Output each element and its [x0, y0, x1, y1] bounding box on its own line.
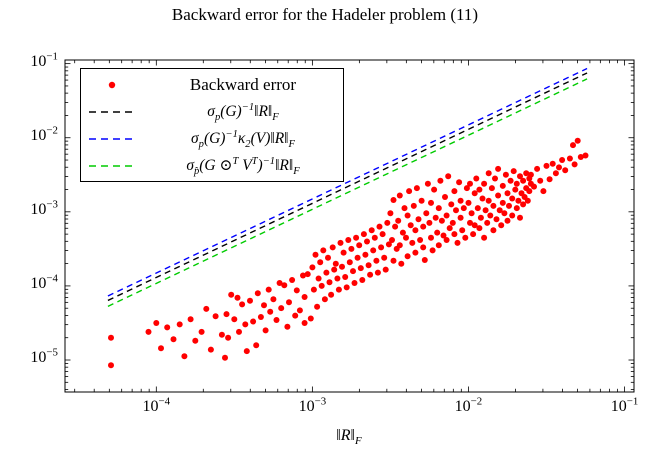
bound-line-3: [107, 78, 588, 307]
axis-ticks: [65, 60, 634, 392]
bound-line-2: [107, 67, 588, 297]
legend-dash-icon: [81, 133, 143, 145]
y-tick-label: 10−2: [30, 124, 58, 144]
chart-title: Backward error for the Hadeler problem (…: [171, 5, 479, 24]
legend-dash-icon: [81, 106, 143, 118]
y-tick-label: 10−5: [30, 346, 58, 366]
legend-box: Backward error σp(G)−1‖R‖F σp(G)−1κ2(V)‖R‖…: [80, 68, 344, 182]
y-tick-label: 10−3: [30, 198, 58, 218]
legend-marker-icon: [81, 79, 143, 91]
legend-label: Backward error: [189, 74, 297, 94]
scatter-points: [108, 137, 589, 369]
bound-lines: [107, 67, 588, 307]
x-tick-label: 10−3: [298, 395, 327, 415]
y-tick-label: 10−4: [30, 272, 58, 292]
x-tick-label: 10−4: [142, 395, 171, 415]
x-axis-label: ‖R‖F: [336, 427, 362, 448]
bound-line-1: [107, 72, 588, 302]
x-tick-label: 10−1: [610, 395, 639, 415]
legend-label: σp̂(G ⊙T VT)−1‖R‖F: [186, 155, 300, 178]
y-tick-label: 10−1: [30, 50, 58, 70]
legend-label: σp(G)−1‖R‖F: [207, 101, 279, 123]
legend-label: σp(G)−1κ2(V)‖R‖F: [191, 128, 295, 150]
legend-item-0: Backward error: [81, 71, 343, 98]
legend-item-2: σp(G)−1κ2(V)‖R‖F: [81, 125, 343, 152]
legend-dash-icon: [81, 160, 143, 172]
x-tick-label: 10−2: [454, 395, 483, 415]
legend-item-1: σp(G)−1‖R‖F: [81, 98, 343, 125]
legend-item-3: σp̂(G ⊙T VT)−1‖R‖F: [81, 152, 343, 179]
plot-frame: [64, 59, 635, 393]
